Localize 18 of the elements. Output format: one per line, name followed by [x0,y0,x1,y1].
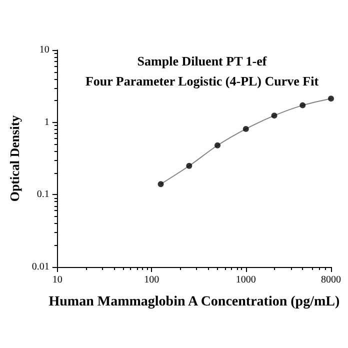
point [271,112,278,119]
point [214,142,221,148]
x-tick-label: 1000 [236,274,256,286]
y-tick-label: 0.01 [32,262,50,272]
point [186,162,192,169]
x-tick-label: 10 [52,274,62,286]
point [328,96,334,102]
y-tick-label: 10 [39,44,50,56]
y-tick-label: 0.1 [36,189,50,200]
x-tick-label: 100 [144,274,160,286]
text: Sample Diluent PT 1-ef Four Parameter Logistic (4-PL) Curve Fit [85,54,320,88]
y-tick-label: 1 [44,116,50,128]
point [242,126,249,132]
point [300,102,306,108]
x-tick-label: 8000 [321,274,341,286]
point [158,181,164,188]
x-axis-title: Human Mammaglobin A Concentration (pg/mL) [48,294,340,310]
y-axis-title: Optical Density [7,114,22,202]
